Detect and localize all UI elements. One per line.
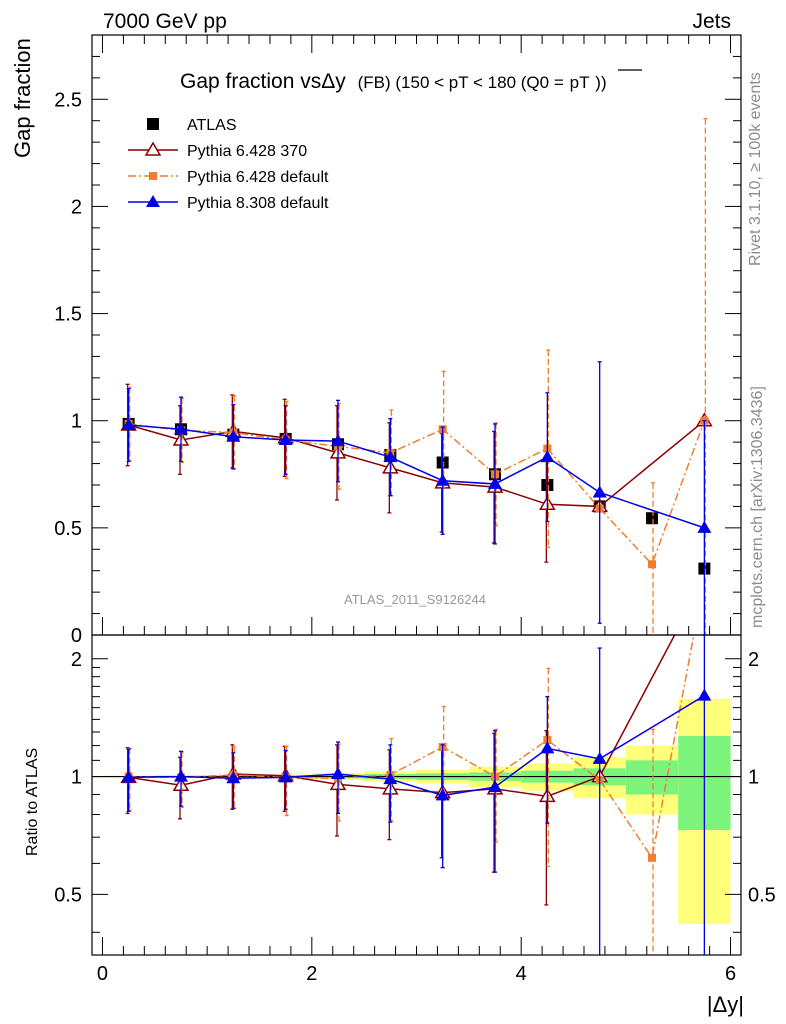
ratio-plot-area xyxy=(120,635,712,955)
ratio-tick-label-right: 0.5 xyxy=(748,884,776,906)
ratio-axis-label: Ratio to ATLAS xyxy=(24,748,41,856)
plot-title: Gap fraction vsΔy (FB) (150 < pT < 180 (… xyxy=(180,69,642,93)
pythia-6-428-default-point xyxy=(648,560,657,569)
pythia-6-428-default-ratio-point xyxy=(648,853,657,862)
title-pt-symbol: pT xyxy=(570,73,590,92)
x-tick-label: 0 xyxy=(97,963,108,985)
ratio-tick-label-right: 1 xyxy=(748,767,759,789)
title-close: )) xyxy=(595,73,606,92)
pythia-8-308-default-ratio-point xyxy=(383,772,398,785)
atlas-point xyxy=(646,512,659,525)
pythia-8-308-default-point xyxy=(697,520,712,533)
pythia-6-428-370-legend-label: Pythia 6.428 370 xyxy=(187,143,307,160)
pythia-6-428-default-ratio-line xyxy=(128,635,695,860)
ratio-tick-label: 2 xyxy=(71,649,82,671)
pythia-8-308-default-point xyxy=(435,473,450,486)
ratio-tick-label-right: 2 xyxy=(748,649,759,671)
pythia-8-308-default-point xyxy=(278,433,293,445)
main-plot-area xyxy=(120,117,713,635)
analysis-tag: ATLAS_2011_S9126244 xyxy=(344,592,486,607)
ratio-tick-label: 1 xyxy=(71,767,82,789)
pythia-8-308-default-ratio-point xyxy=(173,769,188,782)
y-axis-label: Gap fraction xyxy=(10,38,35,158)
y-tick-label: 2.5 xyxy=(54,89,82,111)
y-tick-label: 1.5 xyxy=(54,304,82,326)
title-main: Gap fraction vsΔy xyxy=(180,70,346,93)
pythia-8-308-default-point xyxy=(383,450,398,463)
y-tick-label: 2 xyxy=(71,196,82,218)
legend: ATLAS Pythia 6.428 370 Pythia 6.428 defaul… xyxy=(128,117,329,212)
pythia-8-308-default-point xyxy=(592,485,607,498)
pythia-6-428-default-legend-label: Pythia 6.428 default xyxy=(187,169,329,186)
header-left-label: 7000 GeV pp xyxy=(103,10,227,33)
pythia-8-308-default-point xyxy=(488,476,503,489)
pythia-8-308-default-ratio-point xyxy=(121,770,136,783)
pythia-8-308-default-point xyxy=(173,422,188,435)
pythia-8-308-default-ratio-point xyxy=(278,770,293,783)
pythia-8-308-default-ratio-point xyxy=(540,741,555,754)
pythia-8-308-default-ratio-point xyxy=(697,688,712,701)
mcplots-reference-label: mcplots.cern.ch [arXiv:1306.3436] xyxy=(749,386,766,628)
pythia-6-428-default-line xyxy=(128,420,706,566)
pythia-6-428-370-legend-marker xyxy=(144,141,162,156)
y-tick-label: 0.5 xyxy=(54,518,82,540)
pythia-8-308-default-ratio-point xyxy=(330,767,345,780)
x-tick-label: 2 xyxy=(306,963,317,985)
y-tick-label: 1 xyxy=(71,411,82,433)
atlas-legend-label: ATLAS xyxy=(187,117,237,134)
y-tick-label: 0 xyxy=(71,625,82,647)
atlas-legend-marker xyxy=(147,118,159,130)
pythia-8-308-default-point xyxy=(121,418,136,430)
pythia-8-308-default-point xyxy=(226,429,241,442)
header-right-label: Jets xyxy=(692,10,731,33)
pythia-8-308-default-ratio-point xyxy=(592,751,607,764)
pythia-8-308-default-ratio-point xyxy=(488,780,503,793)
x-tick-label: 6 xyxy=(725,963,736,985)
pythia-8-308-default-legend-marker xyxy=(146,195,160,207)
pythia-8-308-default-ratio-point xyxy=(435,788,450,801)
pythia-6-428-default-legend-marker xyxy=(149,172,157,180)
x-axis-label: |Δy| xyxy=(707,992,744,1017)
rivet-version-label: Rivet 3.1.10, ≥ 100k events xyxy=(747,72,764,266)
ratio-tick-label: 0.5 xyxy=(54,884,82,906)
pythia-8-308-default-legend-label: Pythia 8.308 default xyxy=(187,195,329,212)
pythia-8-308-default-point xyxy=(540,450,555,463)
title-detail: (FB) (150 < pT < 180 (Q0 = xyxy=(358,73,564,92)
x-tick-label: 4 xyxy=(516,963,527,985)
pythia-8-308-default-ratio-point xyxy=(226,771,241,784)
pythia-8-308-default-point xyxy=(330,434,345,447)
svg-text:Gap fraction vsΔy (FB) (: Gap fraction vsΔy (FB) (150 < pT < 180 (… xyxy=(180,70,607,93)
stat-uncertainty-band xyxy=(625,760,679,795)
axes: 00.511.522.50.5 0.51 12 20 2 4 6 xyxy=(54,34,776,985)
